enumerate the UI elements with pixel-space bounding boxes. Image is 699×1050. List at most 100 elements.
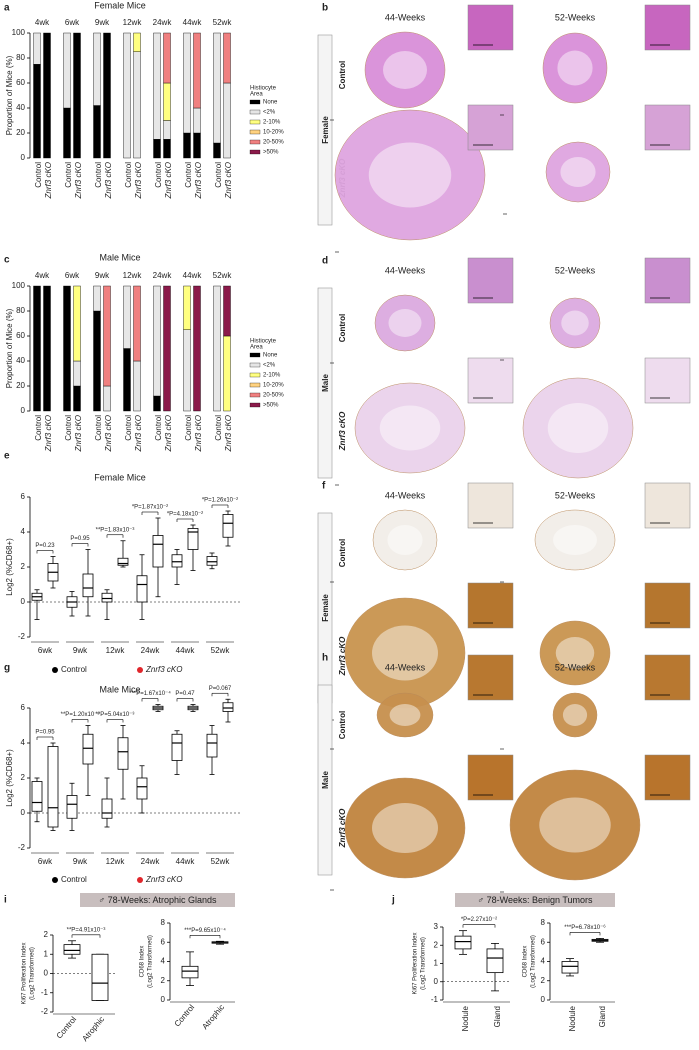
x-tick-label: 12wk: [106, 857, 126, 866]
box: [82, 733, 94, 765]
box: [91, 953, 109, 1001]
p-value: P=0.95: [70, 536, 90, 542]
tissue-section: [552, 692, 598, 738]
legend-marker: [52, 667, 58, 673]
bar-segment: [63, 107, 71, 159]
box: [117, 737, 129, 770]
p-value: P=0.47: [175, 691, 195, 697]
x-tick-label: Control: [34, 415, 43, 441]
legend-label: <2%: [263, 363, 276, 369]
bar-segment: [123, 285, 131, 349]
tissue-core: [388, 309, 422, 337]
y-tick-label: 3: [434, 922, 439, 931]
inset-image: [644, 357, 691, 404]
legend-swatch: [249, 109, 261, 115]
bar-segment: [93, 310, 101, 412]
y-tick-label: 8: [541, 918, 546, 927]
header-band: [455, 893, 615, 907]
panel-label: c: [4, 255, 10, 266]
column-title: 44-Weeks: [385, 265, 426, 275]
y-tick-label: 1: [434, 959, 439, 968]
tissue-core: [555, 637, 595, 669]
legend-label: 10-20%: [263, 383, 284, 389]
bar-segment: [193, 107, 201, 134]
y-axis-label: (Log2 Transformed): [30, 947, 36, 1000]
bar-segment: [93, 285, 101, 312]
x-tick-label: Nodule: [461, 1005, 470, 1031]
row-label: Control: [338, 61, 347, 89]
tissue-section: [509, 769, 641, 881]
x-tick-label: Znrf3 cKO: [224, 162, 233, 199]
timepoint-label: 12wk: [123, 18, 143, 27]
y-axis-label: Log2 (%CD68+): [5, 538, 14, 596]
bar-segment: [153, 285, 161, 397]
legend-swatch: [249, 119, 261, 125]
y-tick-label: 100: [12, 281, 26, 290]
p-value: P=0.95: [35, 730, 55, 736]
bar-segment: [103, 385, 111, 412]
p-value: **P=1.20x10⁻³: [61, 712, 100, 718]
tissue-core: [389, 704, 421, 726]
legend-label: Znrf3 cKO: [145, 875, 182, 884]
column-title: 52-Weeks: [555, 490, 596, 500]
timepoint-label: 24wk: [153, 271, 173, 280]
tissue-core: [379, 405, 441, 451]
y-tick-label: 4: [541, 957, 546, 966]
p-value: **P=5.04x10⁻³: [96, 712, 135, 718]
panel-label: i: [4, 895, 7, 906]
p-value: ***P=6.78x10⁻⁶: [564, 924, 606, 931]
y-axis-label: CD68 Index: [140, 946, 146, 978]
box: [47, 746, 59, 828]
column-title: 52-Weeks: [555, 12, 596, 22]
group-label: Male: [321, 771, 330, 789]
y-tick-label: 1: [44, 949, 49, 958]
legend-label: >50%: [263, 150, 279, 156]
box: [561, 961, 579, 974]
panel-label: f: [322, 481, 326, 492]
column-title: 44-Weeks: [385, 12, 426, 22]
legend-swatch: [249, 402, 261, 408]
panel-label: g: [4, 663, 10, 674]
bar-segment: [193, 32, 201, 109]
bar-segment: [133, 32, 141, 52]
y-tick-label: 2: [44, 930, 49, 939]
y-tick-label: 8: [161, 918, 166, 927]
y-tick-label: 6: [21, 492, 26, 501]
bar-segment: [183, 32, 191, 134]
tissue-section: [376, 692, 434, 738]
y-tick-label: -1: [41, 988, 49, 997]
box: [31, 781, 43, 812]
row-label: Znrf3 cKO: [338, 808, 347, 848]
y-tick-label: 4: [161, 957, 166, 966]
row-label: Control: [338, 539, 347, 567]
bar-segment: [43, 285, 51, 412]
legend-label: None: [263, 353, 278, 359]
y-tick-label: 100: [12, 28, 26, 37]
legend-swatch: [249, 129, 261, 135]
bar-segment: [103, 285, 111, 387]
p-value: P=0.23: [35, 543, 55, 549]
timepoint-label: 44wk: [183, 18, 203, 27]
bar-segment: [73, 32, 81, 159]
y-tick-label: 2: [161, 976, 166, 985]
box: [206, 733, 218, 758]
x-tick-label: 44wk: [176, 857, 196, 866]
y-axis-label: Ki67 Proliferation Index: [413, 932, 419, 994]
bar-segment: [163, 285, 171, 412]
row-label: Znrf3 cKO: [338, 636, 347, 676]
bar-segment: [163, 120, 171, 140]
bar-segment: [103, 32, 111, 159]
x-tick-label: Znrf3 cKO: [44, 415, 53, 452]
x-tick-label: 44wk: [176, 646, 196, 655]
x-tick-label: 6wk: [38, 646, 53, 655]
legend-label: Control: [61, 665, 87, 674]
y-tick-label: 2: [21, 562, 26, 571]
bar-segment: [183, 132, 191, 159]
y-tick-label: 6: [541, 937, 546, 946]
bar-segment: [123, 32, 131, 159]
chart-title: Male Mice: [99, 684, 140, 694]
legend-swatch: [249, 362, 261, 368]
x-tick-label: Control: [154, 415, 163, 441]
inset-image: [644, 482, 691, 529]
